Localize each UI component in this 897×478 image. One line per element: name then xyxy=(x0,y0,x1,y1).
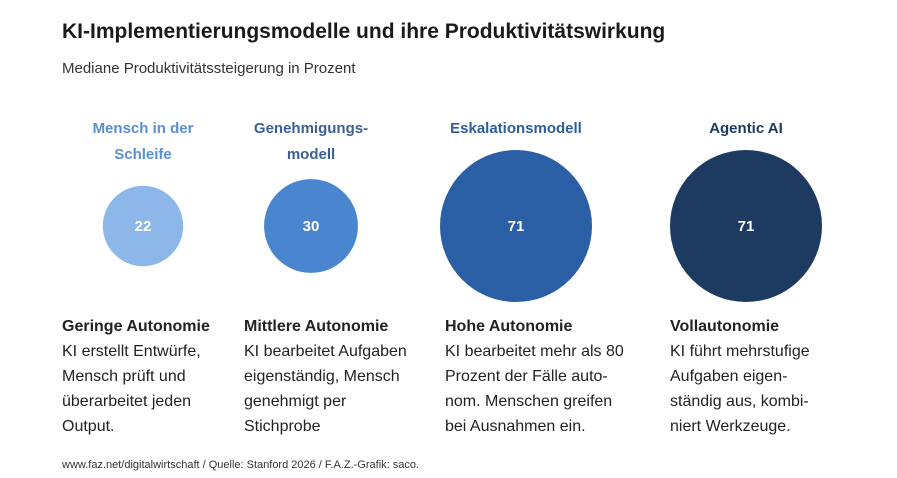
description-line: Mensch prüft und xyxy=(62,368,186,385)
description-title: Geringe Autonomie xyxy=(62,318,210,335)
category-label: Eskalationsmodell xyxy=(426,116,606,142)
description-block: Hohe Autonomie KI bearbeitet mehr als 80 P… xyxy=(445,314,635,439)
description-line: KI führt mehrstufige xyxy=(670,343,810,360)
description-line: Output. xyxy=(62,418,115,435)
description-line: Prozent der Fälle auto- xyxy=(445,368,608,385)
description-title: Vollautonomie xyxy=(670,318,780,335)
bubble-4 xyxy=(670,150,822,302)
description-line: KI bearbeitet Aufgaben xyxy=(244,343,407,360)
description-line: Aufgaben eigen- xyxy=(670,368,788,385)
category-label-line: Mensch in der xyxy=(92,120,194,137)
bubble-1 xyxy=(102,185,184,267)
description-line: nom. Menschen greifen xyxy=(445,393,613,410)
description-line: niert Werkzeuge. xyxy=(670,418,791,435)
description-block: Mittlere Autonomie KI bearbeitet Aufgaben… xyxy=(244,314,434,439)
description-title: Hohe Autonomie xyxy=(445,318,573,335)
bubble-value-label: 71 xyxy=(508,218,525,235)
category-label-line: Genehmigungs- xyxy=(253,120,369,137)
description-line: Stichprobe xyxy=(244,418,321,435)
description-line: bei Ausnahmen ein. xyxy=(445,418,586,435)
source-footer: www.faz.net/digitalwirtschaft / Quelle: … xyxy=(62,459,420,471)
category-label-line: Agentic AI xyxy=(709,120,783,137)
bubble-value-label: 22 xyxy=(135,218,152,235)
category-label: Agentic AI xyxy=(656,116,836,142)
description-line: ständig aus, kombi- xyxy=(670,393,809,410)
bubble-3 xyxy=(440,150,592,302)
category-label-line: Schleife xyxy=(114,146,172,163)
bubble-value-label: 71 xyxy=(738,218,755,235)
category-label-line: modell xyxy=(286,146,336,163)
category-label: Genehmigungs-modell xyxy=(221,116,401,168)
description-line: überarbeitet jeden xyxy=(62,393,191,410)
description-line: genehmigt per xyxy=(244,393,347,410)
description-line: KI bearbeitet mehr als 80 xyxy=(445,343,624,360)
chart-title: KI-Implementierungsmodelle und ihre Prod… xyxy=(62,20,666,43)
category-label: Mensch in der Schleife xyxy=(53,116,233,168)
description-line: eigenständig, Mensch xyxy=(244,368,400,385)
description-line: KI erstellt Entwürfe, xyxy=(62,343,201,360)
bubble-value-label: 30 xyxy=(303,218,320,235)
description-block: Geringe Autonomie KI erstellt Entwürfe, Me… xyxy=(62,314,252,439)
description-title: Mittlere Autonomie xyxy=(244,318,389,335)
chart-subtitle: Mediane Produktivitätssteigerung in Proz… xyxy=(62,60,356,77)
description-block: Vollautonomie KI führt mehrstufige Aufgabe… xyxy=(670,314,860,439)
bubble-2 xyxy=(264,179,358,273)
category-label-line: Eskalationsmodell xyxy=(450,120,582,137)
